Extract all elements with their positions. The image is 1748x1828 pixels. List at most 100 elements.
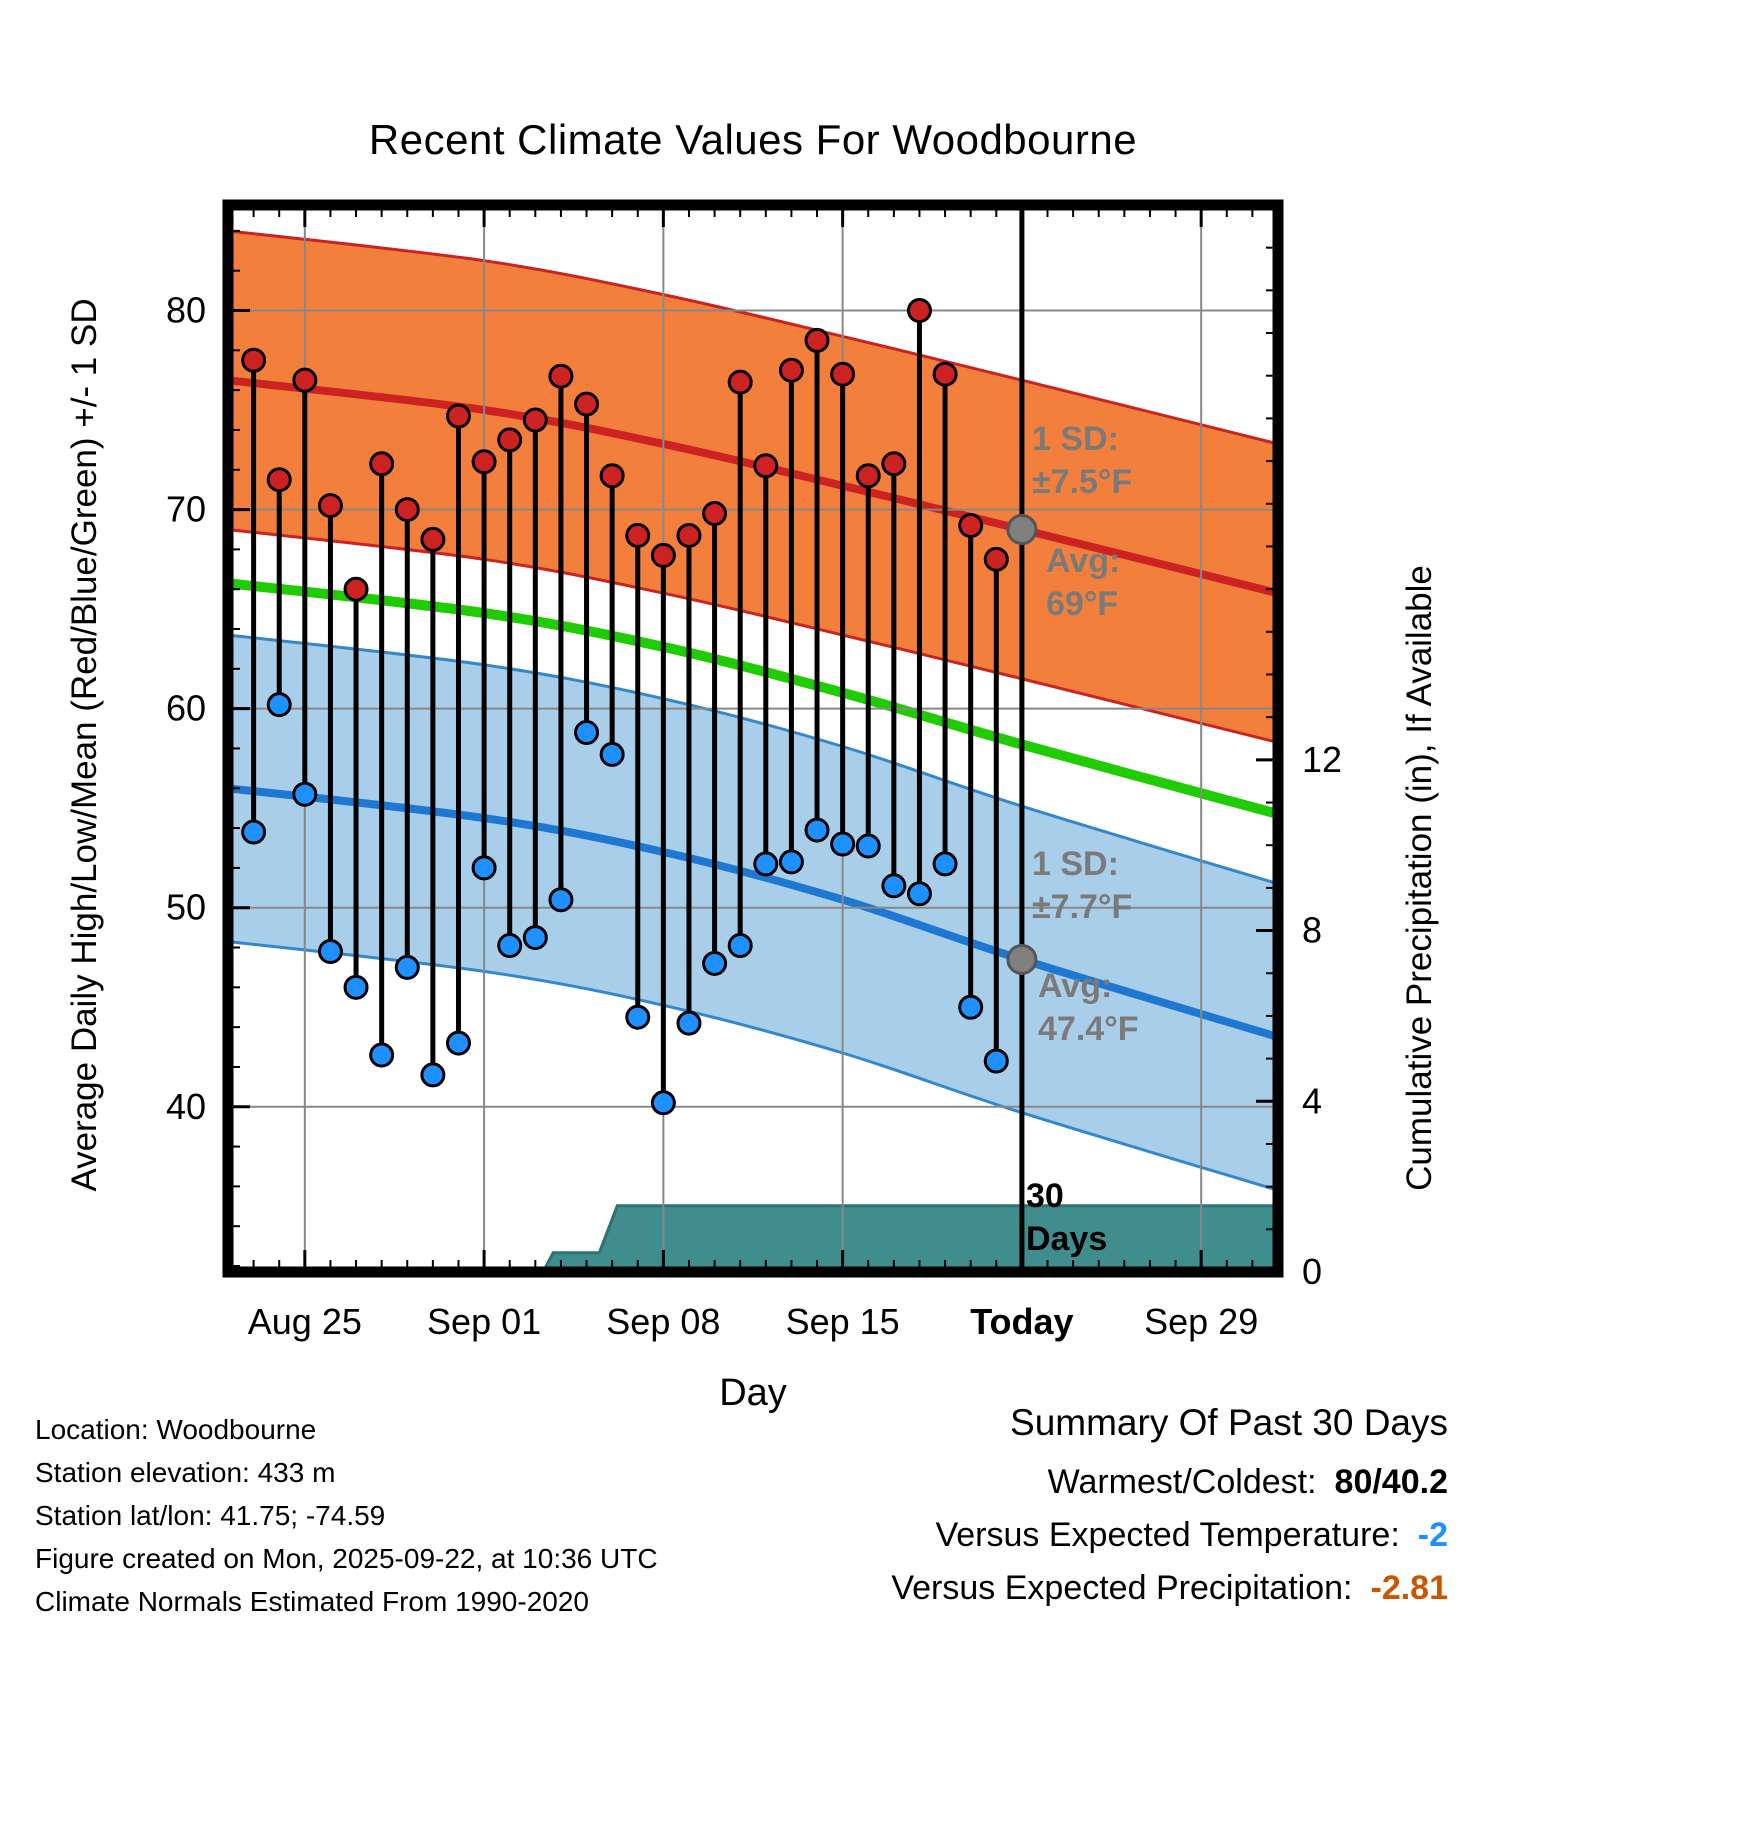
obs-high-dot: [702, 501, 728, 527]
obs-low-dot: [753, 851, 779, 877]
summary-vs-temperature-label: Versus Expected Temperature:: [935, 1516, 1400, 1554]
figure-created-timestamp: Figure created on Mon, 2025-09-22, at 10…: [35, 1543, 658, 1574]
obs-low-dot: [317, 939, 343, 965]
x-tick-label: Aug 25: [248, 1301, 362, 1342]
obs-high-dot: [445, 403, 471, 429]
period-annotation: 30 Days: [1026, 1175, 1107, 1261]
obs-low-dot: [650, 1090, 676, 1116]
obs-high-dot: [292, 367, 318, 393]
x-axis-label: Day: [719, 1372, 787, 1414]
high-sd-annotation-label: 1 SD:: [1032, 420, 1119, 458]
climate-normals-note: Climate Normals Estimated From 1990-2020: [35, 1586, 589, 1617]
y-right-tick-label: 8: [1302, 910, 1322, 951]
obs-high-dot: [522, 407, 548, 433]
obs-high-dot: [471, 449, 497, 475]
obs-low-dot: [906, 881, 932, 907]
obs-low-dot: [599, 741, 625, 767]
y-left-tick-label: 60: [166, 688, 206, 729]
x-tick-label: Sep 08: [606, 1301, 720, 1342]
summary-warmest-coldest-label: Warmest/Coldest:: [1047, 1463, 1317, 1501]
period-annotation-line1: 30: [1026, 1177, 1064, 1215]
summary-title: Summary Of Past 30 Days: [1010, 1402, 1448, 1443]
low-sd-annotation: 1 SD: ±7.7°F: [1032, 843, 1132, 929]
obs-high-dot: [394, 497, 420, 523]
high-sd-annotation-value: ±7.5°F: [1032, 463, 1133, 501]
obs-high-dot: [906, 298, 932, 324]
obs-low-dot: [394, 954, 420, 980]
summary-vs-precipitation-value: -2.81: [1370, 1569, 1449, 1607]
low-avg-annotation-label: Avg:: [1038, 967, 1113, 1005]
obs-high-dot: [625, 522, 651, 548]
obs-low-dot: [958, 994, 984, 1020]
obs-high-dot: [574, 391, 600, 417]
obs-high-dot: [830, 361, 856, 387]
station-location: Location: Woodbourne: [35, 1414, 317, 1445]
y-right-tick-label: 4: [1302, 1080, 1322, 1121]
high-normal-band-bottom-edge: [227, 528, 1279, 744]
y-right-tick-label: 12: [1302, 739, 1342, 780]
low-normal-band: [228, 635, 1278, 1191]
obs-high-dot: [855, 463, 881, 489]
obs-low-dot: [522, 925, 548, 951]
low-sd-annotation-label: 1 SD:: [1032, 845, 1119, 883]
obs-low-dot: [574, 720, 600, 746]
obs-low-dot: [497, 933, 523, 959]
station-elevation: Station elevation: 433 m: [35, 1457, 336, 1488]
obs-low-dot: [983, 1048, 1009, 1074]
obs-low-dot: [369, 1042, 395, 1068]
obs-high-dot: [983, 546, 1009, 572]
high-normal-band: [228, 230, 1278, 743]
x-tick-label: Sep 29: [1144, 1301, 1258, 1342]
y-right-tick-label: 0: [1302, 1251, 1322, 1292]
obs-low-dot: [420, 1062, 446, 1088]
obs-low-dot: [343, 974, 369, 1000]
obs-high-dot: [599, 463, 625, 489]
obs-high-dot: [420, 526, 446, 552]
high-avg-annotation: Avg: 69°F: [1046, 540, 1120, 626]
low-avg-annotation: Avg: 47.4°F: [1038, 965, 1139, 1051]
obs-low-dot: [778, 849, 804, 875]
obs-high-dot: [932, 361, 958, 387]
y-axis-label-left: Average Daily High/Low/Mean (Red/Blue/Gr…: [65, 298, 104, 1192]
obs-high-dot: [958, 512, 984, 538]
low-sd-annotation-value: ±7.7°F: [1032, 888, 1133, 926]
low-avg-line: [227, 784, 1280, 1041]
summary-row-warmest-coldest: Warmest/Coldest: 80/40.2: [891, 1456, 1448, 1509]
high-avg-annotation-label: Avg:: [1046, 542, 1121, 580]
high-sd-annotation: 1 SD: ±7.5°F: [1032, 418, 1132, 504]
obs-low-dot: [804, 817, 830, 843]
obs-high-dot: [650, 542, 676, 568]
obs-low-dot: [676, 1010, 702, 1036]
summary-row-vs-temperature: Versus Expected Temperature: -2: [891, 1509, 1448, 1562]
mean-line: [227, 578, 1280, 819]
obs-high-dot: [241, 347, 267, 373]
x-tick-label: Sep 15: [786, 1301, 900, 1342]
chart-title: Recent Climate Values For Woodbourne: [368, 116, 1138, 163]
x-tick-label: Sep 01: [427, 1301, 541, 1342]
obs-high-dot: [727, 369, 753, 395]
obs-high-dot: [548, 363, 574, 389]
summary-warmest-coldest-value: 80/40.2: [1334, 1463, 1448, 1501]
y-left-tick-label: 50: [166, 887, 206, 928]
obs-low-dot: [881, 873, 907, 899]
obs-low-dot: [241, 819, 267, 845]
low-avg-annotation-value: 47.4°F: [1038, 1010, 1139, 1048]
obs-low-dot: [292, 781, 318, 807]
low-normal-band-bottom-edge: [227, 940, 1279, 1192]
precip-area: [228, 1204, 1280, 1274]
obs-low-dot: [625, 1004, 651, 1030]
obs-low-dot: [548, 887, 574, 913]
summary-vs-precipitation-label: Versus Expected Precipitation:: [891, 1569, 1353, 1607]
obs-low-dot: [727, 933, 753, 959]
obs-high-dot: [317, 493, 343, 519]
x-tick-label: Today: [970, 1301, 1073, 1342]
obs-high-dot: [266, 467, 292, 493]
today-normal-marker: [1006, 943, 1038, 975]
obs-high-dot: [881, 451, 907, 477]
high-avg-annotation-value: 69°F: [1046, 585, 1119, 623]
obs-high-dot: [753, 453, 779, 479]
obs-high-dot: [343, 576, 369, 602]
high-avg-line: [227, 376, 1279, 598]
obs-high-dot: [804, 327, 830, 353]
